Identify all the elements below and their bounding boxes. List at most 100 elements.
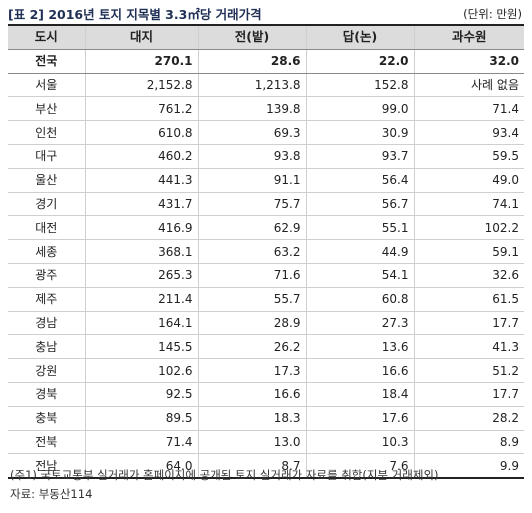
footnotes: (주1) 국토교통부 실거래가 홈페이지에 공개된 토지 실거래가 자료를 취합…: [10, 466, 438, 504]
land-price-table: 도시 대지 전(밭) 답(논) 과수원 전국 270.1 28.6 22.0 32.0 서…: [8, 24, 524, 480]
unit-label: (단위: 만원): [463, 7, 522, 21]
region-cell: 강원: [8, 358, 85, 383]
dry-field-cell: 93.8: [197, 144, 306, 169]
paddy-field-cell: 30.9: [305, 120, 414, 145]
table-row: 경북 92.5 16.6 18.4 17.7: [8, 382, 524, 407]
table-row: 울산 441.3 91.1 56.4 49.0: [8, 168, 524, 193]
orchard-cell: 71.4: [413, 96, 524, 122]
table-row: 대구 460.2 93.8 93.7 59.5: [8, 144, 524, 169]
residential-land-cell: 71.4: [84, 430, 198, 455]
region-cell: 충남: [8, 334, 85, 360]
paddy-field-cell: 55.1: [305, 215, 414, 241]
residential-land-cell: 92.5: [84, 382, 198, 407]
orchard-cell: 8.9: [413, 430, 524, 455]
dry-field-cell: 28.9: [197, 311, 306, 336]
orchard-cell: 61.5: [413, 287, 524, 312]
dry-field-cell: 71.6: [197, 263, 306, 288]
table-row: 충북 89.5 18.3 17.6 28.2: [8, 406, 524, 431]
paddy-field-cell: 152.8: [305, 73, 414, 98]
residential-land-cell: 102.6: [84, 358, 198, 383]
region-cell: 전남: [8, 453, 85, 479]
orchard-cell: 32.6: [413, 263, 524, 288]
region-cell: 경북: [8, 382, 85, 407]
table-body: 전국 270.1 28.6 22.0 32.0 서울 2,152.8 1,213.8 152.8…: [8, 49, 524, 479]
orchard-cell: 41.3: [413, 334, 524, 360]
orchard-cell: 102.2: [413, 215, 524, 241]
residential-land-cell: 164.1: [84, 311, 198, 336]
residential-land-cell: 64.0: [84, 453, 198, 479]
header-paddy-field: 답(논): [305, 25, 414, 50]
paddy-field-cell: 99.0: [305, 96, 414, 122]
dry-field-cell: 13.0: [197, 430, 306, 455]
paddy-field-cell: 56.4: [305, 168, 414, 193]
residential-land-cell: 460.2: [84, 144, 198, 169]
orchard-cell: 59.5: [413, 144, 524, 169]
region-cell: 전북: [8, 430, 85, 455]
table-row: 인천 610.8 69.3 30.9 93.4: [8, 120, 524, 145]
table-row: 전북 71.4 13.0 10.3 8.9: [8, 430, 524, 455]
dry-field-cell: 69.3: [197, 120, 306, 145]
region-cell: 경남: [8, 311, 85, 336]
region-cell: 경기: [8, 192, 85, 217]
orchard-cell: 49.0: [413, 168, 524, 193]
residential-land-cell: 416.9: [84, 215, 198, 241]
table-row: 경기 431.7 75.7 56.7 74.1: [8, 192, 524, 217]
region-cell: 부산: [8, 96, 85, 122]
header-orchard: 과수원: [413, 25, 524, 50]
region-cell: 광주: [8, 263, 85, 288]
dry-field-cell: 139.8: [197, 96, 306, 122]
residential-land-cell: 368.1: [84, 239, 198, 264]
table-row: 제주 211.4 55.7 60.8 61.5: [8, 287, 524, 312]
dry-field-cell: 28.6: [197, 49, 306, 74]
paddy-field-cell: 13.6: [305, 334, 414, 360]
region-cell: 인천: [8, 120, 85, 145]
table-row: 경남 164.1 28.9 27.3 17.7: [8, 311, 524, 336]
dry-field-cell: 55.7: [197, 287, 306, 312]
national-row: 전국 270.1 28.6 22.0 32.0: [8, 49, 524, 74]
footnote-1: (주1) 국토교통부 실거래가 홈페이지에 공개된 토지 실거래가 자료를 취합…: [10, 468, 439, 482]
dry-field-cell: 16.6: [197, 382, 306, 407]
residential-land-cell: 265.3: [84, 263, 198, 288]
dry-field-cell: 8.7: [197, 453, 306, 479]
paddy-field-cell: 27.3: [305, 311, 414, 336]
residential-land-cell: 610.8: [84, 120, 198, 145]
dry-field-cell: 18.3: [197, 406, 306, 431]
table-row: 전남 64.0 8.7 7.6 9.9: [8, 453, 524, 479]
paddy-field-cell: 44.9: [305, 239, 414, 264]
residential-land-cell: 761.2: [84, 96, 198, 122]
source-note: 자료: 부동산114: [10, 487, 93, 501]
paddy-field-cell: 93.7: [305, 144, 414, 169]
orchard-cell: 59.1: [413, 239, 524, 264]
region-cell: 충북: [8, 406, 85, 431]
orchard-cell: 74.1: [413, 192, 524, 217]
table-row: 세종 368.1 63.2 44.9 59.1: [8, 239, 524, 264]
residential-land-cell: 211.4: [84, 287, 198, 312]
dry-field-cell: 91.1: [197, 168, 306, 193]
residential-land-cell: 2,152.8: [84, 73, 198, 98]
table-row: 서울 2,152.8 1,213.8 152.8 사례 없음: [8, 73, 524, 98]
header-city: 도시: [8, 25, 85, 50]
paddy-field-cell: 16.6: [305, 358, 414, 383]
region-cell: 대전: [8, 215, 85, 241]
region-cell: 세종: [8, 239, 85, 264]
dry-field-cell: 75.7: [197, 192, 306, 217]
paddy-field-cell: 7.6: [305, 453, 414, 479]
table-row: 부산 761.2 139.8 99.0 71.4: [8, 96, 524, 122]
paddy-field-cell: 17.6: [305, 406, 414, 431]
table-title: [표 2] 2016년 토지 지목별 3.3㎡당 거래가격: [8, 7, 262, 22]
header-row: 도시 대지 전(밭) 답(논) 과수원: [8, 25, 524, 50]
residential-land-cell: 441.3: [84, 168, 198, 193]
table-row: 광주 265.3 71.6 54.1 32.6: [8, 263, 524, 288]
orchard-cell: 28.2: [413, 406, 524, 431]
region-cell: 울산: [8, 168, 85, 193]
orchard-cell: 32.0: [413, 49, 524, 74]
dry-field-cell: 26.2: [197, 334, 306, 360]
table-row: 충남 145.5 26.2 13.6 41.3: [8, 334, 524, 360]
table-row: 대전 416.9 62.9 55.1 102.2: [8, 215, 524, 241]
dry-field-cell: 17.3: [197, 358, 306, 383]
orchard-cell: 17.7: [413, 311, 524, 336]
orchard-cell: 사례 없음: [413, 73, 524, 98]
header-dry-field: 전(밭): [197, 25, 306, 50]
orchard-cell: 93.4: [413, 120, 524, 145]
paddy-field-cell: 60.8: [305, 287, 414, 312]
